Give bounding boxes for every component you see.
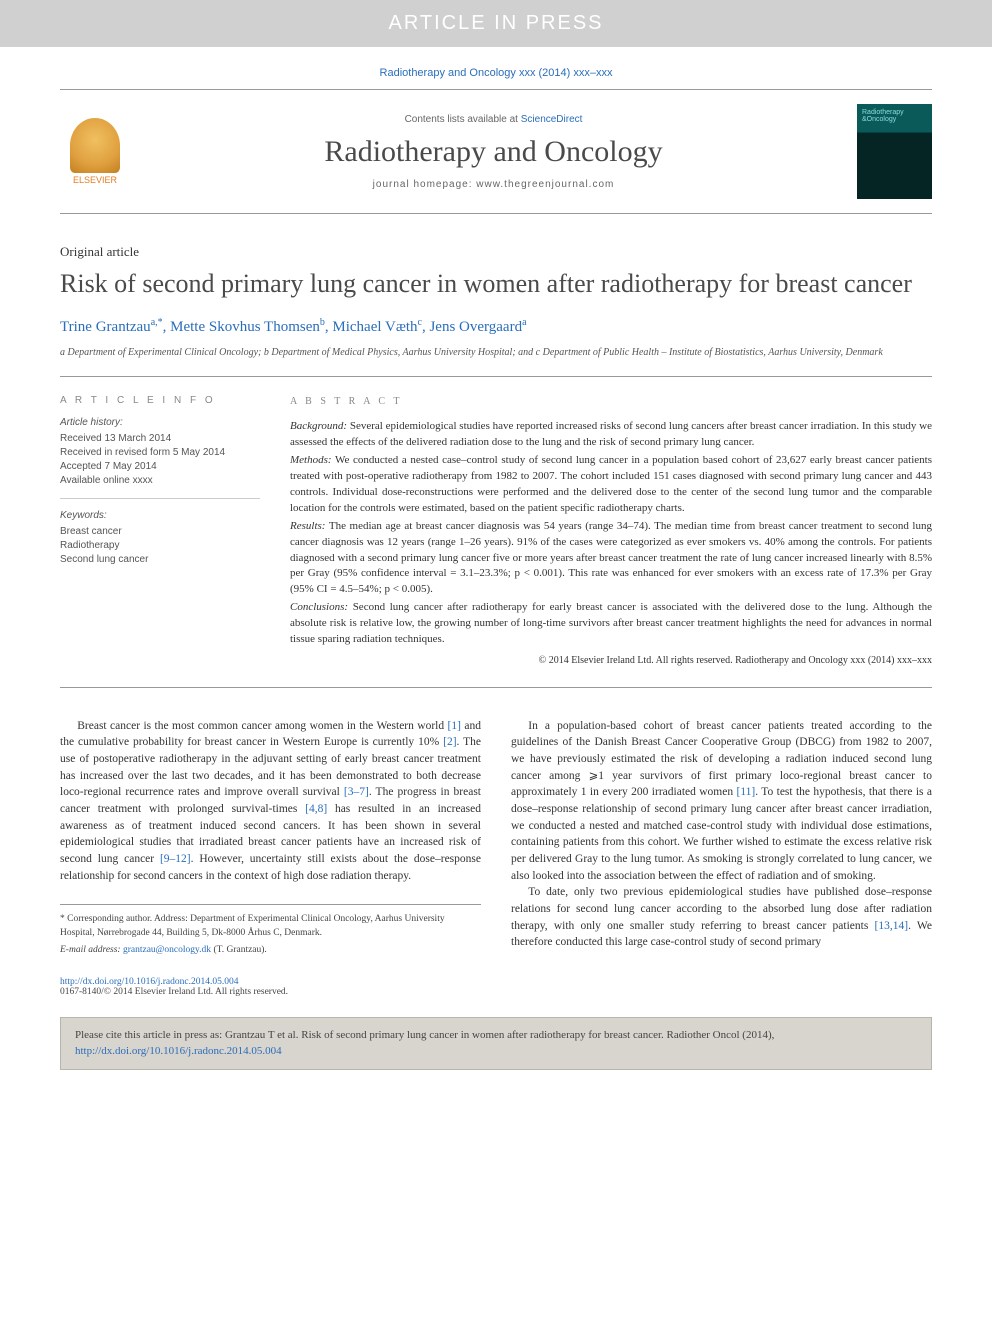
body-paragraph-3: To date, only two previous epidemiologic… bbox=[511, 884, 932, 951]
citation-ref[interactable]: [9–12] bbox=[160, 853, 191, 865]
history-line: Accepted 7 May 2014 bbox=[60, 460, 260, 474]
article-metadata: Original article Risk of second primary … bbox=[60, 244, 932, 377]
rights-line: 0167-8140/© 2014 Elsevier Ireland Ltd. A… bbox=[60, 987, 932, 997]
author: Trine Grantzaua,* bbox=[60, 319, 163, 335]
elsevier-tree-icon bbox=[70, 118, 120, 173]
keyword: Breast cancer bbox=[60, 525, 260, 539]
doi-link[interactable]: http://dx.doi.org/10.1016/j.radonc.2014.… bbox=[60, 977, 238, 987]
article-info-heading: A R T I C L E I N F O bbox=[60, 395, 260, 406]
citation-ref[interactable]: [3–7] bbox=[344, 786, 369, 798]
abstract-heading: A B S T R A C T bbox=[290, 395, 932, 410]
body-paragraph-2: In a population-based cohort of breast c… bbox=[511, 718, 932, 885]
keywords-block: Keywords: Breast cancerRadiotherapySecon… bbox=[60, 509, 260, 567]
citation-text: Please cite this article in press as: Gr… bbox=[75, 1029, 774, 1041]
journal-header: ELSEVIER Contents lists available at Sci… bbox=[60, 89, 932, 214]
citation-box: Please cite this article in press as: Gr… bbox=[60, 1017, 932, 1070]
body-paragraph-1: Breast cancer is the most common cancer … bbox=[60, 718, 481, 885]
abstract-background: Background: Several epidemiological stud… bbox=[290, 419, 932, 451]
header-center: Contents lists available at ScienceDirec… bbox=[130, 114, 857, 190]
abstract-column: A B S T R A C T Background: Several epid… bbox=[290, 395, 932, 669]
body-text: Breast cancer is the most common cancer … bbox=[60, 718, 932, 958]
citation-doi-link[interactable]: http://dx.doi.org/10.1016/j.radonc.2014.… bbox=[75, 1045, 282, 1057]
sciencedirect-link[interactable]: ScienceDirect bbox=[521, 114, 583, 125]
citation-ref[interactable]: [13,14] bbox=[875, 920, 909, 932]
corresponding-email-line: E-mail address: grantzau@oncology.dk (T.… bbox=[60, 944, 481, 957]
article-in-press-banner: ARTICLE IN PRESS bbox=[0, 0, 992, 47]
authors-list: Trine Grantzaua,*, Mette Skovhus Thomsen… bbox=[60, 317, 932, 336]
doi-block: http://dx.doi.org/10.1016/j.radonc.2014.… bbox=[60, 977, 932, 997]
abstract-results: Results: The median age at breast cancer… bbox=[290, 519, 932, 599]
citation-ref[interactable]: [4,8] bbox=[305, 803, 327, 815]
history-line: Received 13 March 2014 bbox=[60, 432, 260, 446]
citation-ref[interactable]: [2] bbox=[443, 736, 456, 748]
keyword: Second lung cancer bbox=[60, 553, 260, 567]
history-line: Available online xxxx bbox=[60, 474, 260, 488]
article-history-block: Article history: Received 13 March 2014R… bbox=[60, 416, 260, 499]
article-type: Original article bbox=[60, 244, 932, 260]
journal-cover-thumbnail bbox=[857, 104, 932, 199]
journal-homepage: journal homepage: www.thegreenjournal.co… bbox=[130, 179, 857, 190]
publisher-name: ELSEVIER bbox=[73, 175, 117, 185]
affiliations: a Department of Experimental Clinical On… bbox=[60, 346, 932, 377]
author: Michael Væthc bbox=[332, 319, 422, 335]
contents-available-line: Contents lists available at ScienceDirec… bbox=[130, 114, 857, 125]
history-line: Received in revised form 5 May 2014 bbox=[60, 446, 260, 460]
article-title: Risk of second primary lung cancer in wo… bbox=[60, 268, 932, 301]
publisher-logo: ELSEVIER bbox=[60, 112, 130, 192]
citation-ref[interactable]: [1] bbox=[448, 720, 461, 732]
citation-ref[interactable]: [11] bbox=[736, 786, 755, 798]
corresponding-address: * Corresponding author. Address: Departm… bbox=[60, 913, 481, 940]
contents-prefix: Contents lists available at bbox=[405, 114, 521, 125]
keyword: Radiotherapy bbox=[60, 539, 260, 553]
abstract-copyright: © 2014 Elsevier Ireland Ltd. All rights … bbox=[290, 654, 932, 669]
article-info-column: A R T I C L E I N F O Article history: R… bbox=[60, 395, 260, 669]
journal-name: Radiotherapy and Oncology bbox=[130, 135, 857, 169]
email-link[interactable]: grantzau@oncology.dk bbox=[123, 945, 211, 955]
abstract-conclusions: Conclusions: Second lung cancer after ra… bbox=[290, 600, 932, 648]
author: Mette Skovhus Thomsenb bbox=[170, 319, 325, 335]
keywords-label: Keywords: bbox=[60, 509, 260, 523]
author: Jens Overgaarda bbox=[429, 319, 526, 335]
abstract-methods: Methods: We conducted a nested case–cont… bbox=[290, 453, 932, 517]
journal-reference: Radiotherapy and Oncology xxx (2014) xxx… bbox=[0, 47, 992, 89]
history-label: Article history: bbox=[60, 416, 260, 430]
info-abstract-row: A R T I C L E I N F O Article history: R… bbox=[60, 377, 932, 688]
corresponding-author-footnote: * Corresponding author. Address: Departm… bbox=[60, 904, 481, 957]
